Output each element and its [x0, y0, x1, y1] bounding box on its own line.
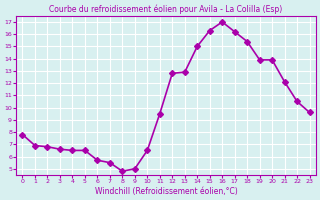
X-axis label: Windchill (Refroidissement éolien,°C): Windchill (Refroidissement éolien,°C)	[95, 187, 237, 196]
Title: Courbe du refroidissement éolien pour Avila - La Colilla (Esp): Courbe du refroidissement éolien pour Av…	[49, 4, 283, 14]
